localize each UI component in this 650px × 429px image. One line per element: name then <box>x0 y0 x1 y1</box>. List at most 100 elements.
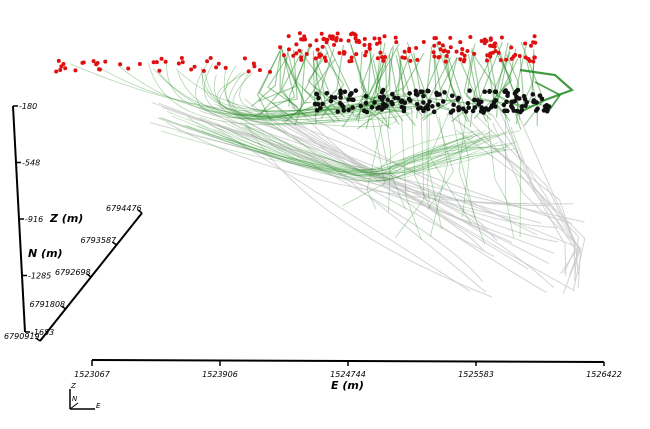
endpoint-marker <box>521 93 527 99</box>
collar-marker <box>63 66 68 71</box>
collar-marker <box>372 36 377 41</box>
trajectory-faint <box>499 110 567 277</box>
collar-marker <box>94 62 99 67</box>
collar-marker <box>454 49 459 54</box>
trajectory-faint <box>455 129 586 291</box>
collar-marker <box>499 35 504 40</box>
trajectory <box>534 81 562 113</box>
endpoint-marker <box>539 96 545 102</box>
endpoint-marker <box>335 109 341 114</box>
n-tick-label: 6791808 <box>30 300 66 309</box>
collar-marker <box>342 50 347 55</box>
endpoint-marker <box>504 99 509 105</box>
collar-marker <box>297 48 302 53</box>
trajectory <box>177 131 483 172</box>
endpoint-marker <box>421 100 426 105</box>
trajectory <box>445 57 458 101</box>
endpoint-marker <box>340 104 346 110</box>
endpoint-marker <box>358 103 364 109</box>
endpoint-marker <box>398 99 404 104</box>
trajectory <box>401 52 425 117</box>
endpoint-marker <box>440 99 446 104</box>
trajectory <box>227 128 518 174</box>
trajectory <box>288 43 313 107</box>
trajectory <box>375 43 404 122</box>
trajectory <box>300 51 327 108</box>
trajectory <box>250 55 281 108</box>
trajectory <box>314 58 344 109</box>
endpoint-marker <box>395 95 401 101</box>
endpoint-marker <box>415 106 421 111</box>
trajectory <box>271 49 298 105</box>
e-tick-label: 1523906 <box>202 370 238 379</box>
trajectory <box>319 50 345 120</box>
collar-marker <box>509 45 514 50</box>
collar-marker <box>364 49 369 54</box>
collar-marker <box>103 59 108 64</box>
trajectory <box>467 54 495 103</box>
trajectory-faint <box>245 122 492 298</box>
trajectory <box>296 48 319 113</box>
endpoint-marker <box>534 100 539 105</box>
collar-marker <box>468 34 473 39</box>
collar-marker <box>201 68 206 73</box>
collar-marker <box>407 49 412 54</box>
collar-marker <box>431 50 436 55</box>
endpoint-marker <box>407 91 412 96</box>
collar-marker <box>349 32 354 37</box>
collar-marker <box>408 58 413 63</box>
trajectory <box>70 63 397 128</box>
collar-marker <box>460 47 465 52</box>
collar-marker <box>154 60 159 65</box>
e-tick-label: 1526422 <box>586 370 622 379</box>
trajectory <box>428 56 474 105</box>
collar-marker <box>319 31 324 36</box>
collar-marker <box>382 34 387 39</box>
endpoint-marker <box>544 102 549 108</box>
collar-marker <box>465 49 470 54</box>
endpoint-marker <box>425 106 431 112</box>
endpoint-marker <box>421 93 426 99</box>
trajectory <box>473 54 513 119</box>
collar-marker <box>252 64 257 69</box>
trajectory <box>365 42 386 130</box>
collar-marker <box>91 59 96 64</box>
collar-marker <box>97 67 102 72</box>
trajectory <box>359 51 373 103</box>
collar-marker <box>482 41 487 46</box>
collar-marker <box>484 58 489 63</box>
collar-marker <box>317 54 322 59</box>
trajectory <box>239 121 480 176</box>
endpoint-marker <box>465 100 471 106</box>
collar-marker <box>208 56 213 61</box>
e-axis: 1523067 1523906 1524744 1525583 1526422 E (m… <box>74 359 622 392</box>
endpoint-marker <box>314 91 320 97</box>
trajectory <box>216 124 505 182</box>
trajectory <box>486 115 511 207</box>
e-axis-ticks: 1523067 1523906 1524744 1525583 1526422 <box>74 360 622 379</box>
endpoint-marker <box>379 97 385 102</box>
n-tick-label: 6794476 <box>106 204 142 213</box>
trajectory <box>281 49 304 110</box>
collar-marker <box>54 69 59 74</box>
e-tick-label: 1524744 <box>330 370 366 379</box>
trajectory <box>166 111 491 176</box>
trajectory <box>387 55 411 128</box>
endpoint-marker <box>456 106 462 111</box>
trajectory-faint <box>205 121 471 292</box>
collar-marker <box>291 53 296 58</box>
triad-n-line <box>69 402 79 410</box>
collar-marker <box>118 62 123 67</box>
trajectory <box>253 47 296 118</box>
endpoint-marker <box>361 108 367 114</box>
n-tick-label: 6792698 <box>55 268 91 277</box>
collar-marker <box>352 32 357 37</box>
trajectory <box>489 57 511 113</box>
collar-marker <box>216 61 221 66</box>
z-axis-ticks: -180 -548 -916 -1285 -1653 <box>13 102 54 337</box>
endpoint-marker <box>353 88 359 93</box>
collar-marker <box>529 43 534 48</box>
trajectory <box>225 116 513 170</box>
collar-marker <box>56 58 61 63</box>
